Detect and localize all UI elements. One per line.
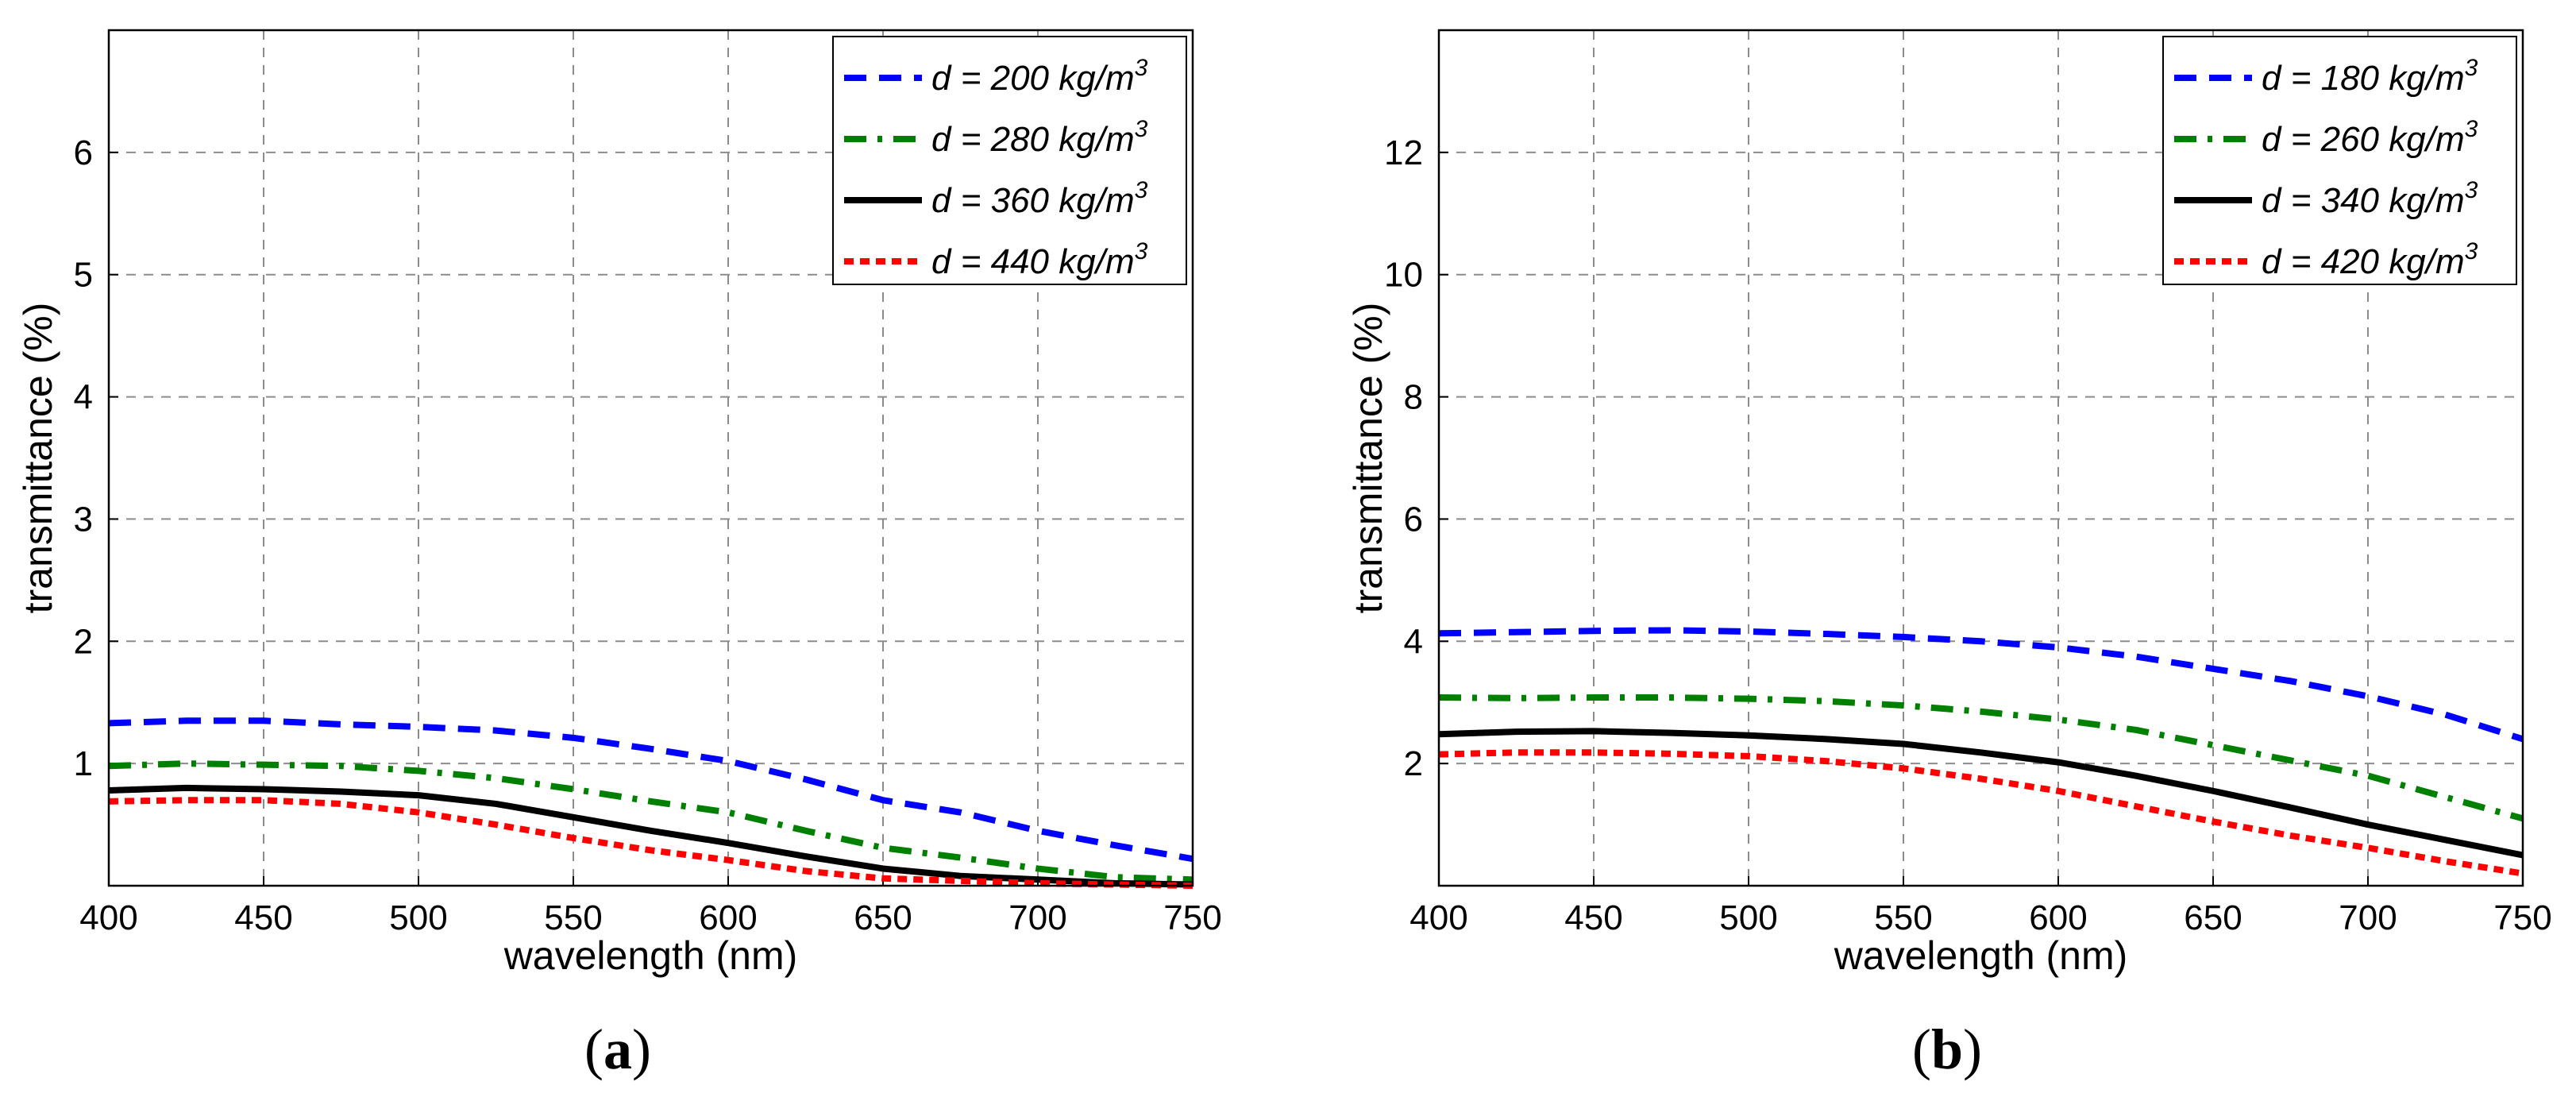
legend-entry: d = 200 kg/m3 — [931, 55, 1148, 98]
y-tick-label: 5 — [74, 256, 93, 295]
x-tick-label: 700 — [2339, 898, 2397, 937]
legend-entry: d = 260 kg/m3 — [2262, 116, 2478, 159]
legend-entry: d = 440 kg/m3 — [931, 238, 1148, 281]
plot-frame — [107, 29, 1194, 887]
y-tick-label: 3 — [74, 500, 93, 539]
legend-entry: d = 180 kg/m3 — [2262, 55, 2478, 98]
y-tick-label: 4 — [74, 378, 93, 417]
x-tick-label: 450 — [1564, 898, 1622, 937]
y-tick-label: 8 — [1404, 378, 1423, 417]
series-line — [108, 760, 1194, 883]
y-axis-label: transmittance (%) — [1346, 303, 1390, 614]
series-line — [108, 717, 1194, 863]
series-line — [108, 784, 1194, 888]
x-tick-label: 650 — [2184, 898, 2242, 937]
x-tick-label: 500 — [389, 898, 447, 937]
chart-panel-b: 400 450 500 550 600 650 700 750 2 4 6 8 10 12 waveleng… — [1346, 29, 2552, 1081]
plot-frame — [1437, 29, 2524, 887]
legend: d = 200 kg/m3 d = 280 kg/m3 d = 360 kg/m3 d… — [832, 36, 1187, 285]
chart-panel-a: 400 450 500 550 600 650 700 750 1 2 3 4 5 6 wavelength… — [16, 29, 1222, 1081]
series-line — [108, 797, 1194, 889]
x-tick-label: 750 — [2493, 898, 2551, 937]
x-tick-label: 650 — [854, 898, 912, 937]
legend-entry: d = 360 kg/m3 — [931, 177, 1148, 220]
panel-label: (a) — [584, 1018, 651, 1081]
y-tick-label: 6 — [1404, 500, 1423, 539]
x-axis-label: wavelength (nm) — [503, 933, 798, 978]
x-tick-label: 600 — [2029, 898, 2087, 937]
y-axis-label: transmittance (%) — [16, 303, 60, 614]
x-axis-label: wavelength (nm) — [1834, 933, 2128, 978]
y-tick-label: 2 — [1404, 744, 1423, 783]
x-tick-label: 750 — [1163, 898, 1221, 937]
x-tick-label: 500 — [1719, 898, 1777, 937]
series-line — [1438, 694, 2524, 822]
legend-entry: d = 340 kg/m3 — [2262, 177, 2478, 220]
series-line — [1438, 749, 2524, 877]
legend: d = 180 kg/m3 d = 260 kg/m3 d = 340 kg/m3 d… — [2162, 36, 2517, 285]
x-tick-label: 450 — [234, 898, 292, 937]
series-line — [1438, 627, 2524, 743]
y-tick-label: 6 — [74, 133, 93, 172]
y-tick-label: 10 — [1384, 256, 1423, 295]
x-tick-label: 600 — [699, 898, 757, 937]
x-tick-label: 400 — [79, 898, 137, 937]
legend-entry: d = 420 kg/m3 — [2262, 238, 2478, 281]
series-line — [1438, 728, 2524, 859]
y-tick-label: 12 — [1384, 133, 1423, 172]
legend-entry: d = 280 kg/m3 — [931, 116, 1148, 159]
x-tick-label: 700 — [1008, 898, 1066, 937]
panel-label: (b) — [1912, 1018, 1982, 1081]
x-tick-label: 400 — [1409, 898, 1467, 937]
y-tick-label: 2 — [74, 622, 93, 661]
x-tick-label: 550 — [544, 898, 602, 937]
y-tick-label: 4 — [1404, 622, 1423, 661]
x-tick-label: 550 — [1874, 898, 1932, 937]
y-tick-label: 1 — [74, 744, 93, 783]
